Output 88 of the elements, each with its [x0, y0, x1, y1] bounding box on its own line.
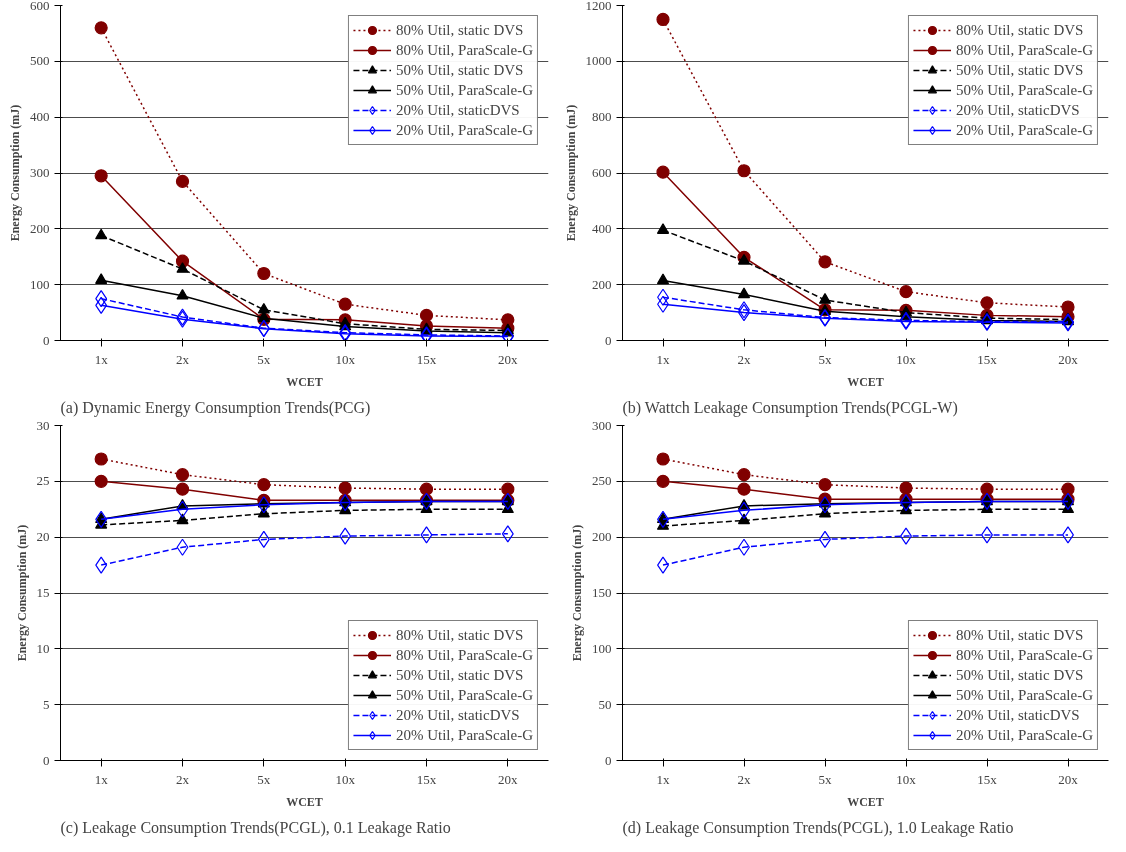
x-tick-label: 5x [818, 771, 832, 787]
y-tick-label: 20 [36, 529, 50, 545]
x-tick-label: 1x [94, 771, 109, 787]
legend-label: 80% Util, static DVS [955, 20, 1084, 40]
legend-label: 80% Util, ParaScale-G [955, 645, 1093, 665]
y-tick-label: 50 [598, 696, 612, 712]
x-tick-label: 10x [335, 771, 356, 787]
y-tick-label: 200 [592, 529, 612, 545]
legend-label: 80% Util, static DVS [955, 625, 1084, 645]
x-tick-label: 5x [257, 351, 271, 367]
legend-label: 80% Util, ParaScale-G [395, 645, 533, 665]
y-tick-label: 600 [30, 0, 50, 13]
y-tick-label: 200 [30, 220, 50, 236]
legend-label: 20% Util, staticDVS [395, 705, 520, 725]
x-axis-title: WCET [847, 794, 884, 809]
x-tick-label: 20x [1058, 771, 1079, 787]
x-tick-label: 2x [176, 351, 190, 367]
y-tick-label: 300 [592, 417, 612, 433]
y-tick-label: 0 [43, 752, 50, 768]
y-tick-label: 600 [592, 165, 612, 180]
legend-label: 50% Util, static DVS [955, 60, 1084, 80]
legend-label: 20% Util, staticDVS [955, 100, 1080, 120]
legend-label: 20% Util, ParaScale-G [395, 725, 533, 745]
text: (d) Leakage Consumption Trends(PCGL), 1.0 Leakage Ratio [622, 818, 1014, 837]
x-tick-label: 1x [94, 351, 109, 367]
legend-label: 50% Util, ParaScale-G [955, 685, 1093, 705]
legend-label: 80% Util, static DVS [395, 20, 524, 40]
legend-label: 50% Util, static DVS [395, 60, 524, 80]
x-tick-label: 20x [1058, 351, 1079, 367]
y-axis-title: Energy Consumption (mJ) [570, 524, 584, 662]
legend-label: 50% Util, ParaScale-G [395, 80, 533, 100]
y-tick-label: 30 [36, 417, 50, 433]
legend-label: 50% Util, static DVS [955, 665, 1084, 685]
x-tick-label: 15x [416, 771, 437, 787]
y-axis-title: Energy Consumption (mJ) [14, 524, 29, 662]
y-tick-label: 100 [30, 276, 50, 292]
x-tick-label: 10x [335, 351, 356, 367]
y-tick-label: 400 [30, 109, 50, 125]
y-tick-label: 5 [43, 696, 50, 712]
x-tick-label: 1x [656, 771, 670, 787]
y-tick-label: 0 [43, 332, 50, 348]
x-tick-label: 2x [737, 351, 751, 367]
y-tick-label: 250 [592, 473, 612, 489]
y-tick-label: 400 [592, 220, 612, 236]
y-tick-label: 1200 [585, 0, 612, 13]
x-tick-label: 1x [656, 351, 670, 367]
x-axis-title: WCET [286, 374, 323, 389]
legend-label: 20% Util, ParaScale-G [395, 120, 533, 140]
x-tick-label: 15x [416, 351, 437, 367]
x-tick-label: 2x [737, 771, 751, 787]
y-tick-label: 200 [592, 276, 612, 292]
x-tick-label: 10x [896, 771, 917, 787]
legend-label: 50% Util, ParaScale-G [955, 80, 1093, 100]
text: (b) Wattch Leakage Consumption Trends(PCGL-W) [622, 398, 958, 417]
y-tick-label: 100 [592, 640, 612, 656]
y-tick-label: 25 [36, 473, 50, 489]
y-tick-label: 15 [36, 585, 50, 600]
y-tick-label: 800 [592, 109, 612, 125]
y-axis-title: Energy Consumption (mJ) [563, 104, 578, 242]
y-tick-label: 1000 [585, 53, 612, 69]
legend-label: 20% Util, ParaScale-G [955, 725, 1093, 745]
y-tick-label: 10 [36, 640, 50, 656]
x-tick-label: 2x [176, 771, 190, 787]
text: (c) Leakage Consumption Trends(PCGL), 0.1 Leakage Ratio [60, 818, 451, 837]
legend-label: 20% Util, ParaScale-G [955, 120, 1093, 140]
x-tick-label: 5x [818, 351, 832, 367]
y-tick-label: 0 [605, 332, 612, 348]
legend-label: 50% Util, static DVS [395, 665, 524, 685]
x-tick-label: 5x [257, 771, 271, 787]
text: (a) Dynamic Energy Consumption Trends(PCG) [60, 398, 371, 417]
x-tick-label: 20x [498, 771, 519, 787]
legend-label: 50% Util, ParaScale-G [395, 685, 533, 705]
y-tick-label: 500 [30, 53, 50, 69]
x-tick-label: 10x [896, 351, 917, 367]
legend-label: 20% Util, staticDVS [395, 100, 520, 120]
legend-label: 80% Util, ParaScale-G [395, 40, 533, 60]
legend-label: 80% Util, ParaScale-G [955, 40, 1093, 60]
legend-label: 80% Util, static DVS [395, 625, 524, 645]
legend-label: 20% Util, staticDVS [955, 705, 1080, 725]
x-tick-label: 15x [977, 351, 998, 367]
y-tick-label: 150 [592, 585, 612, 600]
x-axis-title: WCET [847, 374, 884, 389]
y-tick-label: 300 [30, 165, 50, 180]
y-tick-label: 0 [605, 752, 612, 768]
x-tick-label: 20x [498, 351, 519, 367]
x-tick-label: 15x [977, 771, 998, 787]
y-axis-title: Energy Consumption (mJ) [8, 104, 22, 242]
x-axis-title: WCET [286, 794, 323, 809]
